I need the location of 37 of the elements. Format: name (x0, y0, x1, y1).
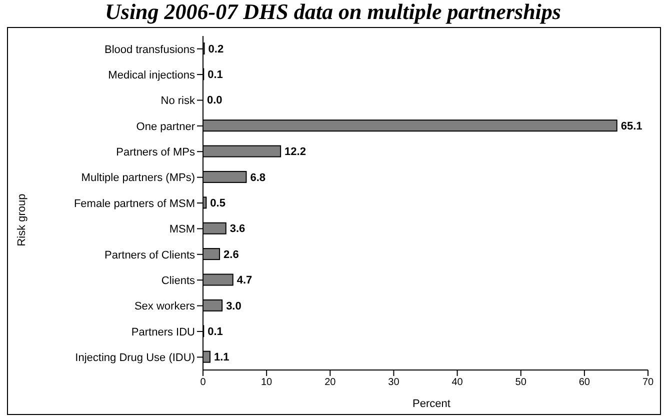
y-tick-label: Female partners of MSM (74, 198, 195, 210)
data-label: 0.5 (210, 198, 226, 210)
y-tick-label: Clients (161, 274, 196, 287)
data-label: 6.8 (250, 172, 266, 184)
y-tick-label: Partners IDU (131, 326, 196, 338)
y-tick-label: No risk (160, 95, 196, 108)
y-tick-label: Sex workers (134, 300, 196, 313)
chart-title: Using 2006-07 DHS data on multiple partnerships (104, 0, 562, 24)
data-label: 1.1 (214, 352, 230, 364)
x-tick-label: 50 (515, 377, 527, 388)
y-tick-label: MSM (169, 224, 195, 236)
y-tick-label: Partners of Clients (104, 249, 196, 262)
data-label: 0.2 (208, 43, 224, 56)
x-tick-label: 0 (200, 377, 206, 388)
data-label: 3.6 (230, 223, 246, 236)
x-tick-label: 70 (642, 377, 654, 388)
y-tick-label: Partners of MPs (116, 146, 196, 159)
y-tick-label: Multiple partners (MPs) (81, 172, 195, 184)
x-tick-label: 30 (388, 377, 400, 388)
data-label: 0.0 (207, 94, 222, 107)
x-tick-label: 20 (324, 377, 336, 388)
data-label: 2.6 (224, 248, 239, 261)
data-label: 0.1 (208, 326, 223, 338)
data-label: 65.1 (620, 120, 642, 132)
y-tick-label: Injecting Drug Use (IDU) (75, 352, 195, 364)
data-label: 4.7 (236, 274, 252, 287)
y-tick-label: Blood transfusions (104, 44, 196, 56)
x-axis-title: Percent (412, 398, 452, 410)
data-label: 0.1 (208, 69, 223, 82)
x-tick-label: 60 (578, 377, 590, 388)
x-tick-label: 10 (261, 377, 273, 388)
data-label: 12.2 (284, 146, 306, 158)
data-label: 3.0 (226, 300, 242, 312)
y-axis-title: Risk group (16, 194, 28, 246)
x-tick-label: 40 (452, 377, 464, 388)
y-tick-label: Medical injections (108, 69, 196, 82)
y-tick-label: One partner (136, 120, 196, 133)
